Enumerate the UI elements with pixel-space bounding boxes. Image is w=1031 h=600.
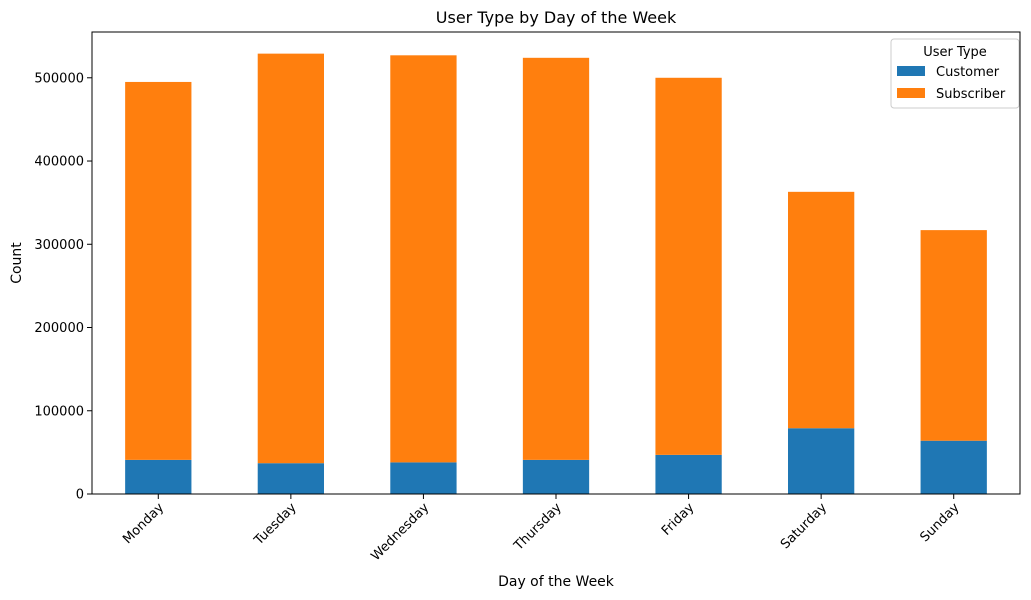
x-tick-label: Wednesday <box>368 500 432 564</box>
bar-subscriber-sunday <box>920 230 987 441</box>
legend-label-subscriber: Subscriber <box>936 87 1006 102</box>
bar-subscriber-saturday <box>788 191 855 429</box>
x-tick-label: Tuesday <box>251 500 300 549</box>
legend-swatch-subscriber <box>897 88 925 98</box>
y-axis-ticks: 0 100000 200000 300000 400000 500000 <box>34 71 92 503</box>
legend-swatch-customer <box>897 66 925 76</box>
bar-customer-tuesday <box>257 463 324 494</box>
bar-subscriber-tuesday <box>257 53 324 464</box>
y-tick-label: 0 <box>76 488 84 503</box>
x-tick-label: Thursday <box>511 500 565 554</box>
bar-subscriber-monday <box>125 81 192 460</box>
bars-group <box>125 53 987 494</box>
bar-customer-friday <box>655 454 722 494</box>
bar-customer-monday <box>125 459 192 494</box>
y-tick-label: 100000 <box>34 404 84 419</box>
bar-subscriber-wednesday <box>390 55 457 463</box>
x-axis-ticks: Monday Tuesday Wednesday Thursday Friday Satu… <box>120 494 963 564</box>
x-tick-label: Monday <box>120 500 167 547</box>
bar-subscriber-thursday <box>522 57 590 460</box>
legend-label-customer: Customer <box>936 65 1000 80</box>
legend-title: User Type <box>923 45 987 60</box>
bar-customer-thursday <box>522 459 590 494</box>
x-tick-label: Friday <box>659 500 698 539</box>
legend: User Type Customer Subscriber <box>890 38 1020 109</box>
x-tick-label: Sunday <box>918 500 963 545</box>
y-axis-title: Count <box>9 242 25 284</box>
bar-customer-wednesday <box>390 462 457 494</box>
x-tick-label: Saturday <box>778 500 830 552</box>
y-tick-label: 400000 <box>34 155 84 170</box>
x-axis-title: Day of the Week <box>498 574 615 590</box>
bar-customer-sunday <box>920 440 987 494</box>
chart-title: User Type by Day of the Week <box>436 8 677 27</box>
bar-subscriber-friday <box>655 77 722 455</box>
y-tick-label: 300000 <box>34 238 84 253</box>
bar-customer-saturday <box>788 428 855 494</box>
y-tick-label: 500000 <box>34 71 84 86</box>
y-tick-label: 200000 <box>34 321 84 336</box>
